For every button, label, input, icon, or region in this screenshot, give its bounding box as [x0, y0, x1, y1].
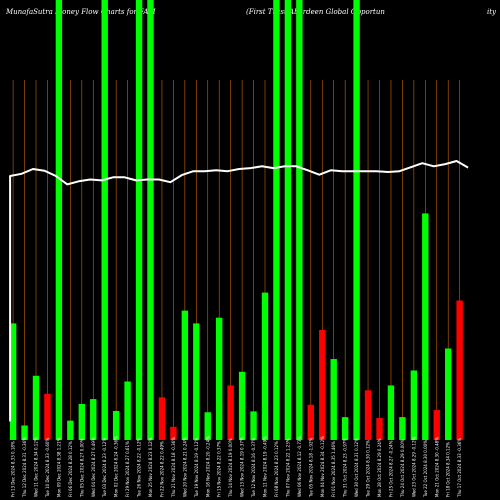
bar	[353, 0, 360, 440]
bar	[319, 330, 326, 440]
bar	[193, 323, 200, 440]
bar	[135, 0, 143, 440]
x-tick-label: Fri 29 Nov 2024 8.27 0.61%	[125, 441, 130, 497]
x-tick-label: Tue 26 Nov 2024 8.22 -0.12%	[137, 437, 142, 498]
x-tick-label: Thu 07 Nov 2024 8.22 1.23%	[285, 438, 290, 498]
x-tick-label: Tue 29 Oct 2024 8.30 0.12%	[366, 440, 371, 498]
bar	[124, 381, 131, 440]
x-tick-label: Mon 21 Oct 2024 8.30 -0.48%	[434, 437, 439, 497]
money-flow-line-layer	[9, 160, 469, 422]
x-tick-label: Thu 14 Nov 2024 8.19 0.00%	[228, 438, 233, 498]
x-tick-label: Mon 18 Nov 2024 8.20 -0.24%	[205, 436, 210, 497]
bar	[55, 0, 63, 440]
bar	[364, 390, 372, 440]
bar	[44, 393, 51, 440]
x-tick-label: Mon 04 Nov 2024 8.34 -0.12%	[320, 436, 325, 497]
bar	[387, 385, 395, 440]
bar	[307, 404, 314, 440]
x-tick-label: Mon 25 Nov 2024 8.23 0.12%	[148, 437, 153, 497]
bar	[216, 317, 223, 440]
x-tick-label: Wed 06 Nov 2024 8.12 -0.73%	[297, 436, 302, 497]
bar	[284, 0, 292, 440]
x-tick-label: Tue 10 Dec 2024 8.33 -0.60%	[45, 438, 50, 498]
bar	[32, 375, 40, 440]
bars	[9, 0, 463, 440]
x-tick-label: Thu 05 Dec 2024 8.27 0.00%	[79, 438, 84, 498]
x-tick-label: Tue 19 Nov 2024 8.19 -0.12%	[194, 437, 199, 498]
x-tick-label: Thu 21 Nov 2024 8.18 -0.36%	[171, 437, 176, 498]
x-tick-label: Thu 31 Oct 2024 8.23 -0.97%	[343, 438, 348, 498]
bar	[112, 410, 120, 440]
x-tick-label: Wed 23 Oct 2024 8.29 -0.12%	[411, 436, 416, 497]
bar	[296, 0, 303, 440]
bar	[456, 300, 463, 440]
x-tick-label: Mon 11 Nov 2024 8.19 -0.49%	[263, 436, 268, 497]
bar	[376, 418, 383, 440]
bar	[21, 425, 28, 440]
bar	[170, 426, 177, 440]
x-tick-label: Thu 12 Dec 2024 8.31 -0.36%	[22, 437, 27, 498]
x-tick-label: Thu 17 Oct 2024 8.33 -0.36%	[457, 438, 462, 498]
bar	[204, 412, 211, 440]
bar	[445, 348, 452, 440]
x-tick-label: Wed 30 Oct 2024 8.31 0.12%	[354, 438, 359, 497]
bar	[181, 310, 189, 440]
x-tick-label: Fri 18 Oct 2024 8.34 0.12%	[446, 442, 451, 497]
x-tick-label: Fri 25 Oct 2024 8.27 -0.24%	[388, 440, 393, 497]
x-tick-label: Tue 12 Nov 2024 8.16 -0.37%	[251, 437, 256, 498]
bar	[399, 417, 406, 440]
x-tick-label: Tue 03 Dec 2024 8.23 -0.12%	[102, 438, 107, 498]
x-tick-label: Thu 24 Oct 2024 8.29 0.00%	[400, 439, 405, 498]
x-tick-label: Wed 20 Nov 2024 8.21 0.24%	[182, 437, 187, 497]
x-tick-label: Fri 13 Dec 2024 8.33 0.18%	[11, 441, 16, 497]
bar	[330, 359, 337, 440]
bar	[147, 0, 154, 440]
bar	[9, 323, 17, 440]
x-tick-label: Fri 06 Dec 2024 8.28 0.12%	[68, 441, 73, 497]
bar	[78, 403, 85, 440]
x-tick-label: Fri 01 Nov 2024 8.35 1.46%	[331, 441, 336, 497]
bar	[238, 371, 246, 440]
x-tick-label: Tue 05 Nov 2024 8.18 -1.92%	[308, 437, 313, 498]
x-tick-label: Mon 09 Dec 2024 8.38 1.21%	[56, 437, 61, 497]
bar	[422, 213, 429, 440]
bar	[227, 385, 234, 440]
x-axis-labels: Fri 13 Dec 2024 8.33 0.18% Thu 12 Dec 202…	[11, 436, 463, 498]
bar	[261, 292, 269, 440]
x-tick-label: Wed 11 Dec 2024 8.34 0.12%	[34, 437, 39, 497]
x-tick-label: Wed 04 Dec 2024 8.27 0.49%	[91, 437, 96, 497]
bar	[433, 410, 440, 440]
bar	[158, 397, 166, 440]
bar	[67, 420, 74, 440]
bar	[250, 411, 257, 440]
x-tick-label: Fri 22 Nov 2024 8.22 0.49%	[159, 441, 164, 497]
x-tick-label: Fri 15 Nov 2024 8.22 0.37%	[217, 441, 222, 497]
chart-subtitle: (First Trust/Aberdeen Global Opportun	[246, 8, 385, 16]
bar	[101, 0, 108, 440]
x-tick-label: Fri 08 Nov 2024 8.23 0.12%	[274, 441, 279, 497]
money-flow-line	[9, 160, 469, 422]
bar	[341, 417, 349, 440]
bar	[410, 370, 418, 440]
x-tick-label: Mon 02 Dec 2024 8.24 -0.36%	[114, 436, 119, 497]
bar	[90, 399, 97, 440]
bar	[273, 0, 280, 440]
x-tick-label: Tue 22 Oct 2024 8.30 0.00%	[423, 440, 428, 498]
chart-title: MunafaSutra Money Flow Charts for FAM	[6, 8, 156, 16]
x-tick-label: Mon 28 Oct 2024 8.29 0.24%	[377, 438, 382, 497]
chart-subtitle-end: ity	[486, 8, 496, 16]
x-tick-label: Wed 13 Nov 2024 8.19 0.37%	[240, 437, 245, 497]
